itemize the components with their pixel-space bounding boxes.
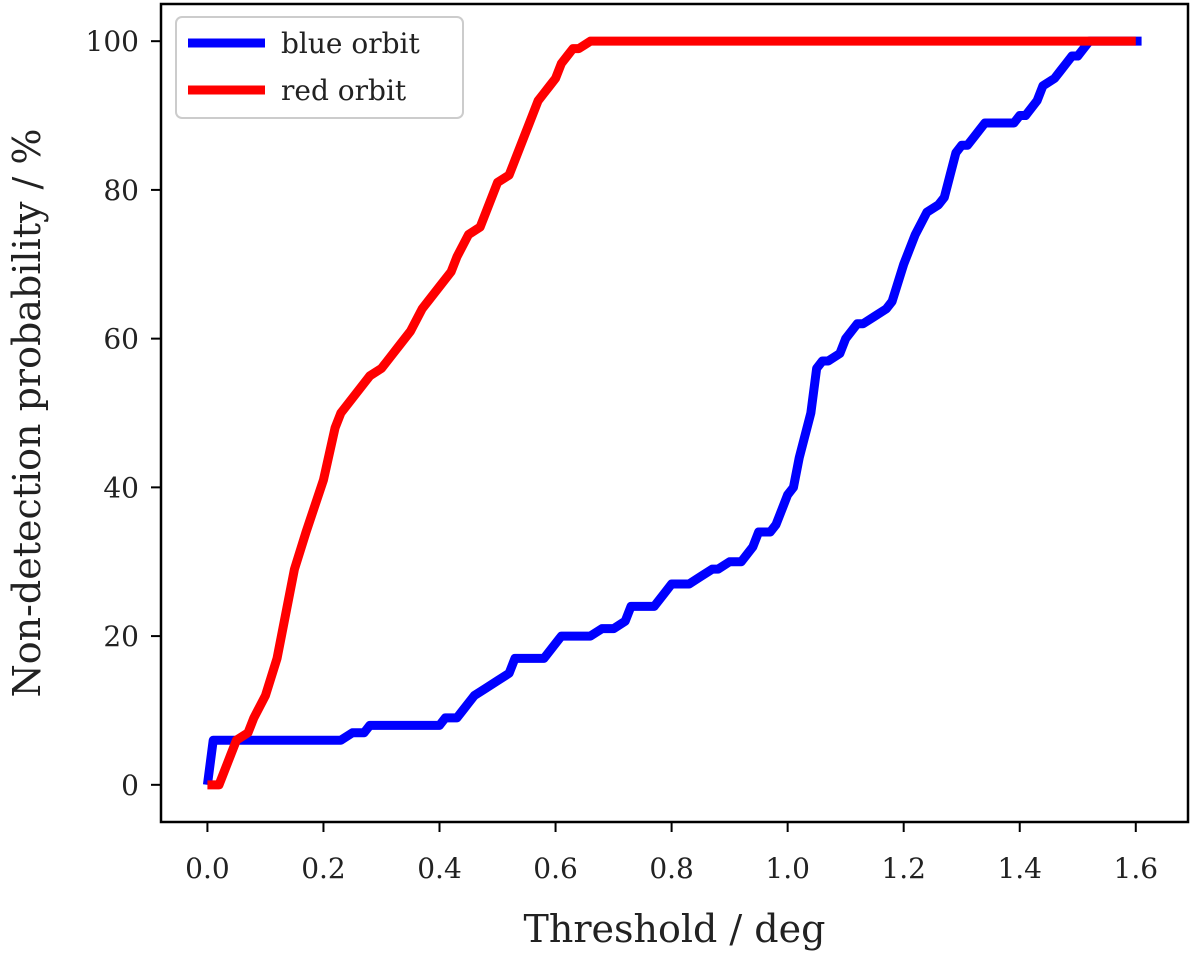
y-tick-label: 60 [103, 323, 139, 356]
y-axis-label: Non-detection probability / % [5, 128, 49, 697]
series-line-red-orbit [207, 36, 1136, 790]
x-axis: 0.0 0.2 0.4 0.6 0.8 1.0 1.2 1.4 1.6 [185, 822, 1158, 885]
x-axis-label: Threshold / deg [524, 907, 826, 951]
axes-frame [159, 2, 1190, 824]
y-tick-label: 40 [103, 471, 139, 504]
y-axis: 0 20 40 60 80 100 [86, 25, 161, 802]
legend: blue orbit red orbit [175, 16, 464, 119]
legend-label-blue-orbit: blue orbit [281, 27, 421, 60]
x-tick-label: 1.4 [997, 852, 1042, 885]
x-tick-label: 0.6 [533, 852, 578, 885]
plot-area [202, 36, 1142, 790]
y-tick-label: 100 [86, 25, 139, 58]
y-tick-label: 0 [121, 769, 139, 802]
x-tick-label: 1.0 [765, 852, 810, 885]
x-tick-label: 1.2 [881, 852, 926, 885]
legend-label-red-orbit: red orbit [281, 74, 407, 107]
x-tick-label: 0.8 [649, 852, 694, 885]
y-tick-label: 80 [103, 174, 139, 207]
x-tick-label: 1.6 [1114, 852, 1159, 885]
x-tick-label: 0.0 [185, 852, 230, 885]
x-tick-label: 0.4 [417, 852, 462, 885]
series-line-blue-orbit [202, 36, 1142, 786]
y-tick-label: 20 [103, 620, 139, 653]
x-tick-label: 0.2 [301, 852, 346, 885]
